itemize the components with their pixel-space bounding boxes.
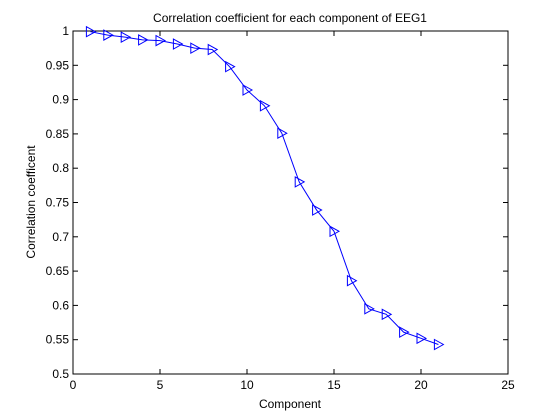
data-point-marker [294, 176, 306, 188]
data-point-marker [381, 308, 393, 321]
y-tick-label: 0.8 [52, 161, 69, 175]
data-point-marker [207, 43, 219, 56]
data-point-marker [85, 25, 97, 38]
y-tick-label: 0.85 [46, 127, 70, 141]
x-tick-label: 20 [414, 378, 428, 392]
data-point-marker [277, 127, 288, 140]
data-point-marker [138, 34, 149, 46]
axis-ticks: 0 5 10 15 20 25 0.5 0.55 0.6 0.65 0.7 0.75 0.8 0.85 0.… [46, 24, 515, 392]
data-point-marker [329, 225, 341, 238]
plot-area [72, 30, 509, 375]
y-tick-label: 0.6 [52, 298, 69, 312]
data-point-marker [399, 326, 410, 338]
series-line [90, 31, 439, 345]
x-axis-label: Component [259, 397, 322, 411]
data-point-marker [120, 31, 132, 44]
y-tick-label: 0.65 [46, 264, 70, 278]
chart-title: Correlation coefficient for each compone… [153, 11, 427, 25]
y-tick-label: 0.7 [52, 230, 69, 244]
y-tick-label: 0.5 [52, 367, 69, 381]
data-point-marker [103, 29, 114, 41]
data-point-marker [259, 99, 271, 112]
series-layer [85, 25, 445, 351]
data-point-marker [346, 274, 358, 287]
y-tick-label: 0.9 [52, 93, 69, 107]
x-tick-label: 15 [327, 378, 341, 392]
y-tick-label: 1 [62, 24, 69, 38]
data-point-marker [172, 38, 184, 50]
data-point-marker [433, 338, 445, 351]
data-point-marker [155, 34, 167, 47]
y-tick-label: 0.75 [46, 196, 70, 210]
data-point-marker [242, 84, 254, 96]
data-point-marker [225, 60, 236, 73]
y-axis-label: Correlation coefficent [24, 145, 38, 259]
x-tick-label: 10 [240, 378, 254, 392]
data-point-marker [364, 302, 375, 315]
data-point-marker [312, 204, 323, 216]
y-tick-label: 0.95 [46, 58, 70, 72]
x-tick-label: 5 [157, 378, 164, 392]
data-point-marker [416, 332, 428, 345]
y-tick-label: 0.55 [46, 333, 70, 347]
x-tick-label: 25 [501, 378, 515, 392]
data-point-marker [190, 42, 201, 54]
x-tick-label: 0 [70, 378, 77, 392]
